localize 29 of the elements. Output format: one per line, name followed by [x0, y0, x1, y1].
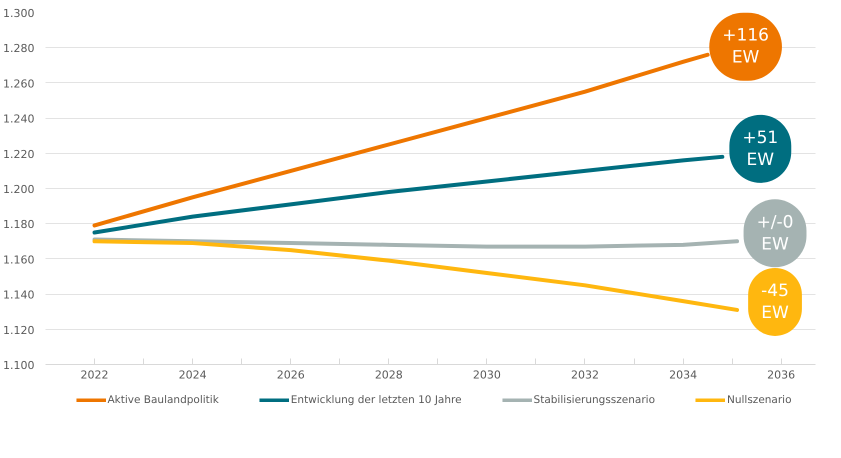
y-tick-label: 1.100 — [3, 359, 35, 372]
y-tick-label: 1.120 — [3, 324, 35, 337]
annotation: +/-0 EW — [756, 212, 794, 254]
annotation: +116 EW — [722, 26, 769, 68]
y-tick-label: 1.260 — [3, 77, 35, 90]
y-tick-label: 1.280 — [3, 42, 35, 56]
x-tick-label: 2030 — [472, 368, 501, 382]
y-tick-label: 1.240 — [3, 112, 35, 126]
legend-label: Nullszenario — [726, 394, 792, 406]
x-tick-label: 2036 — [767, 368, 796, 382]
legend-label: Stabilisierungsszenario — [534, 394, 655, 406]
line-series — [92, 154, 724, 234]
annotation: -45 EW — [761, 280, 789, 323]
x-tick-label: 2024 — [178, 368, 207, 382]
x-tick-label: 2022 — [80, 368, 109, 382]
y-tick-label: 1.200 — [3, 183, 35, 196]
y-tick-label: 1.220 — [3, 148, 35, 161]
y-tick-label: 1.160 — [3, 253, 35, 266]
annotation: +51 EW — [742, 128, 778, 170]
legend-label: Entwicklung der letzten 10 Jahre — [290, 394, 462, 406]
legend-label: Aktive Baulandpolitik — [107, 394, 219, 406]
x-tick-label: 2028 — [374, 368, 403, 382]
x-tick-label: 2032 — [570, 368, 599, 382]
x-tick-label: 2034 — [669, 368, 698, 382]
y-tick-label: 1.180 — [3, 218, 35, 232]
x-tick-label: 2026 — [276, 368, 305, 382]
y-tick-label: 1.300 — [3, 7, 35, 20]
line-series — [92, 239, 740, 312]
y-tick-label: 1.140 — [3, 288, 35, 302]
